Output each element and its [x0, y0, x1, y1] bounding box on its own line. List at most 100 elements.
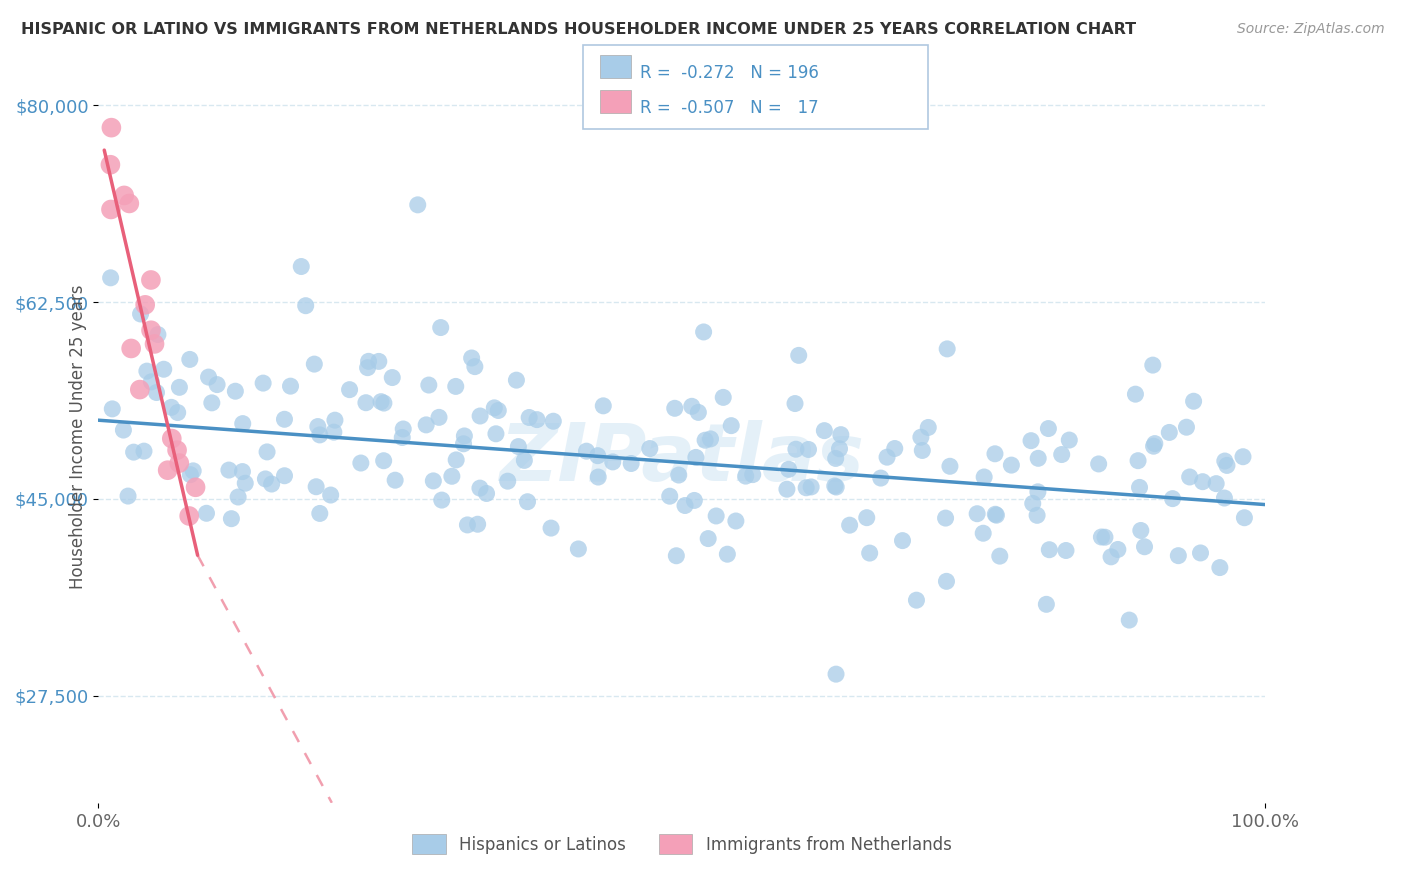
- Point: [966, 507, 988, 521]
- Point: [195, 506, 218, 520]
- Point: [308, 507, 330, 521]
- Point: [1118, 613, 1140, 627]
- Point: [179, 352, 201, 367]
- Point: [1000, 458, 1022, 472]
- Point: [422, 474, 444, 488]
- Point: [1019, 434, 1042, 448]
- Point: [224, 384, 246, 399]
- Point: [664, 401, 686, 416]
- Point: [122, 445, 145, 459]
- Point: [828, 442, 851, 456]
- Point: [484, 401, 506, 415]
- Point: [444, 379, 467, 393]
- Point: [418, 378, 440, 392]
- Point: [602, 455, 624, 469]
- Point: [197, 370, 219, 384]
- Point: [1038, 542, 1060, 557]
- Point: [716, 547, 738, 561]
- Point: [304, 357, 326, 371]
- Text: HISPANIC OR LATINO VS IMMIGRANTS FROM NETHERLANDS HOUSEHOLDER INCOME UNDER 25 YE: HISPANIC OR LATINO VS IMMIGRANTS FROM NE…: [21, 22, 1136, 37]
- Point: [783, 396, 806, 410]
- Point: [135, 364, 157, 378]
- Point: [785, 442, 807, 457]
- Point: [1125, 387, 1147, 401]
- Point: [911, 443, 934, 458]
- Point: [586, 470, 609, 484]
- Point: [367, 354, 389, 368]
- Point: [1026, 451, 1049, 466]
- Point: [905, 593, 928, 607]
- Point: [567, 541, 589, 556]
- Point: [638, 442, 661, 456]
- Point: [391, 430, 413, 444]
- Point: [430, 493, 453, 508]
- Point: [704, 508, 727, 523]
- Point: [496, 474, 519, 488]
- Point: [132, 444, 155, 458]
- Point: [273, 412, 295, 426]
- Point: [260, 477, 283, 491]
- Point: [935, 574, 957, 589]
- Point: [460, 351, 482, 365]
- Point: [370, 394, 392, 409]
- Point: [1232, 450, 1254, 464]
- Point: [540, 521, 562, 535]
- Point: [100, 120, 122, 135]
- Point: [1128, 480, 1150, 494]
- Point: [486, 403, 509, 417]
- Point: [231, 465, 253, 479]
- Point: [356, 360, 378, 375]
- Point: [575, 444, 598, 458]
- Point: [685, 450, 707, 465]
- Point: [1182, 394, 1205, 409]
- Point: [232, 417, 254, 431]
- Point: [129, 307, 152, 321]
- Point: [444, 453, 467, 467]
- Point: [373, 454, 395, 468]
- Point: [1205, 476, 1227, 491]
- Point: [1213, 454, 1236, 468]
- Point: [308, 428, 330, 442]
- Point: [508, 440, 530, 454]
- Point: [665, 549, 688, 563]
- Point: [453, 429, 475, 443]
- Point: [146, 327, 169, 342]
- Point: [392, 422, 415, 436]
- Point: [838, 518, 860, 533]
- Point: [160, 432, 183, 446]
- Point: [592, 399, 614, 413]
- Point: [415, 417, 437, 432]
- Point: [1054, 543, 1077, 558]
- Point: [984, 508, 1007, 522]
- Point: [699, 432, 721, 446]
- Point: [475, 486, 498, 500]
- Point: [339, 383, 361, 397]
- Point: [290, 260, 312, 274]
- Text: Source: ZipAtlas.com: Source: ZipAtlas.com: [1237, 22, 1385, 37]
- Point: [100, 158, 122, 172]
- Point: [658, 489, 681, 503]
- Point: [1126, 453, 1149, 467]
- Point: [776, 482, 799, 496]
- Point: [323, 413, 346, 427]
- Point: [226, 490, 249, 504]
- Point: [233, 476, 256, 491]
- Point: [1142, 358, 1164, 372]
- Point: [134, 298, 156, 312]
- Point: [517, 410, 540, 425]
- Point: [516, 494, 538, 508]
- Point: [467, 517, 489, 532]
- Point: [869, 471, 891, 485]
- Point: [1107, 542, 1129, 557]
- Point: [381, 370, 404, 384]
- Point: [205, 377, 228, 392]
- Point: [218, 463, 240, 477]
- Point: [169, 380, 191, 394]
- Text: ZIPatlas: ZIPatlas: [499, 420, 865, 498]
- Point: [1209, 560, 1232, 574]
- Point: [830, 427, 852, 442]
- Point: [620, 457, 643, 471]
- Point: [120, 342, 142, 356]
- Point: [1022, 496, 1045, 510]
- Point: [406, 198, 429, 212]
